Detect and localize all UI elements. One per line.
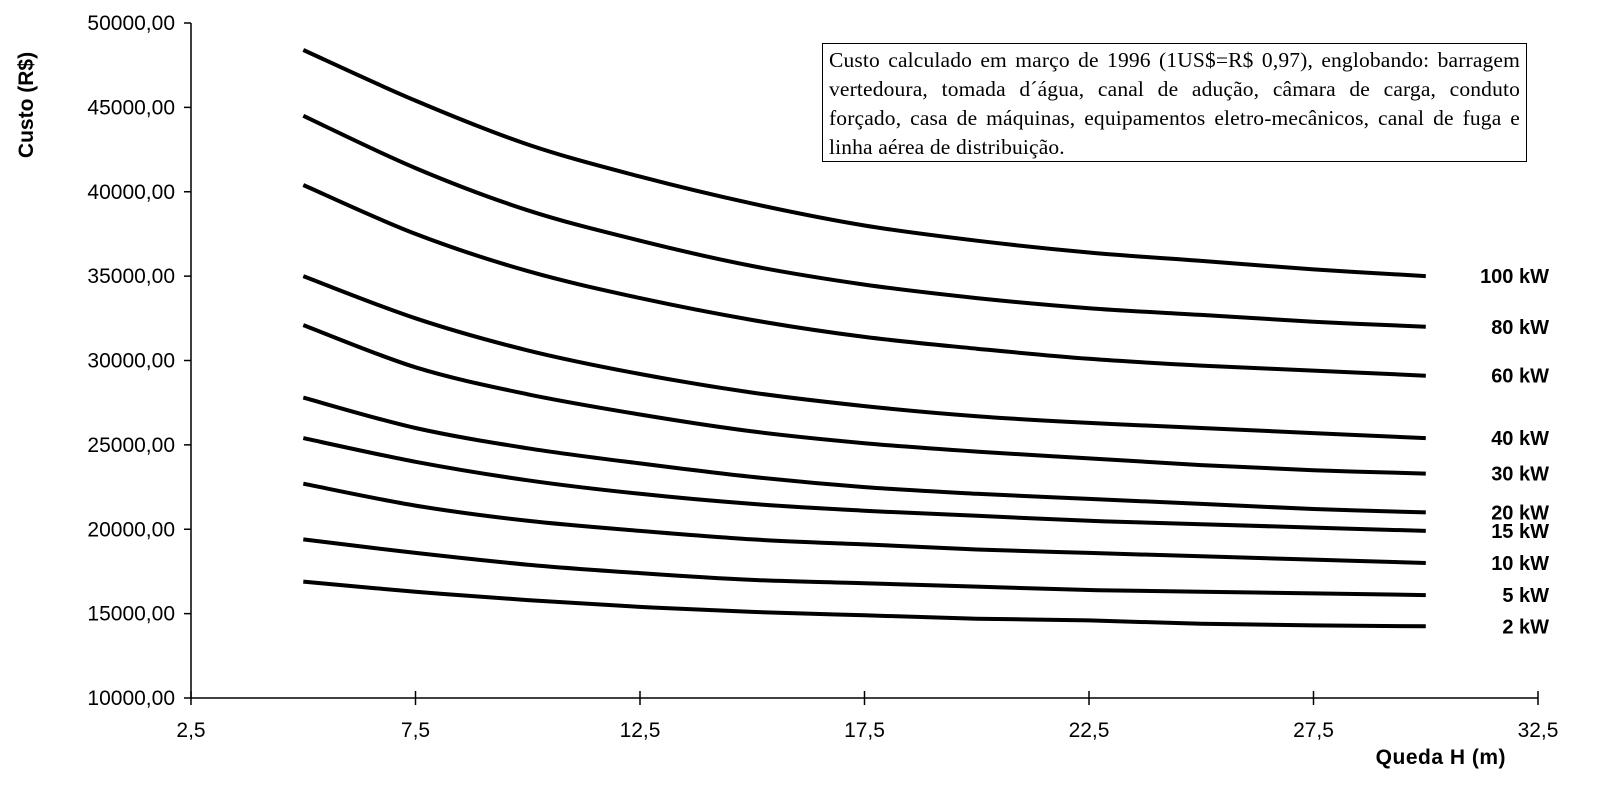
series-line-2-kw bbox=[303, 579, 1426, 629]
series-label-20-kw: 20 kW bbox=[1491, 502, 1549, 524]
series-line-30-kw bbox=[302, 323, 1426, 476]
series-line-5-kw bbox=[303, 537, 1426, 598]
y-tick-label: 50000,00 bbox=[87, 12, 175, 35]
y-tick-label: 25000,00 bbox=[87, 434, 175, 457]
cost-note-box: Custo calculado em março de 1996 (1US$=R… bbox=[822, 43, 1527, 162]
series-label-80-kw: 80 kW bbox=[1491, 317, 1549, 339]
x-ticks: 2,5 7,5 12,5 17,5 22,5 27,5 32,5 bbox=[176, 691, 1558, 742]
series-lines bbox=[302, 48, 1426, 629]
series-line-60-kw bbox=[302, 183, 1426, 378]
series-label-5-kw: 5 kW bbox=[1502, 585, 1549, 607]
x-tick-label: 32,5 bbox=[1518, 719, 1559, 742]
x-axis-title: Queda H (m) bbox=[1376, 746, 1506, 769]
series-label-60-kw: 60 kW bbox=[1491, 366, 1549, 388]
y-ticks: 10000,00 15000,00 20000,00 25000,00 30000,00… bbox=[87, 12, 191, 710]
x-tick-label: 2,5 bbox=[176, 719, 205, 742]
series-line-10-kw bbox=[302, 481, 1426, 565]
x-tick-label: 27,5 bbox=[1293, 719, 1334, 742]
y-tick-label: 30000,00 bbox=[87, 350, 175, 373]
series-line-40-kw bbox=[302, 274, 1426, 441]
series-label-100-kw: 100 kW bbox=[1480, 266, 1549, 288]
series-label-15-kw: 15 kW bbox=[1491, 521, 1549, 543]
cost-note-text: Custo calculado em março de 1996 (1US$=R… bbox=[829, 48, 1520, 159]
series-label-10-kw: 10 kW bbox=[1491, 553, 1549, 575]
series-line-80-kw bbox=[302, 113, 1426, 329]
y-tick-label: 15000,00 bbox=[87, 603, 175, 626]
series-label-2-kw: 2 kW bbox=[1502, 616, 1549, 638]
series-label-30-kw: 30 kW bbox=[1491, 464, 1549, 486]
y-axis-title: Custo (R$) bbox=[15, 52, 38, 158]
series-line-20-kw bbox=[302, 395, 1426, 515]
x-tick-label: 22,5 bbox=[1069, 719, 1110, 742]
series-label-40-kw: 40 kW bbox=[1491, 428, 1549, 450]
x-tick-label: 7,5 bbox=[401, 719, 430, 742]
y-tick-label: 35000,00 bbox=[87, 265, 175, 288]
x-tick-label: 12,5 bbox=[620, 719, 661, 742]
y-tick-label: 40000,00 bbox=[87, 181, 175, 204]
y-tick-label: 20000,00 bbox=[87, 518, 175, 541]
y-tick-label: 10000,00 bbox=[87, 687, 175, 710]
y-tick-label: 45000,00 bbox=[87, 96, 175, 119]
x-tick-label: 17,5 bbox=[844, 719, 885, 742]
series-line-100-kw bbox=[302, 48, 1426, 279]
series-line-15-kw bbox=[302, 436, 1426, 533]
